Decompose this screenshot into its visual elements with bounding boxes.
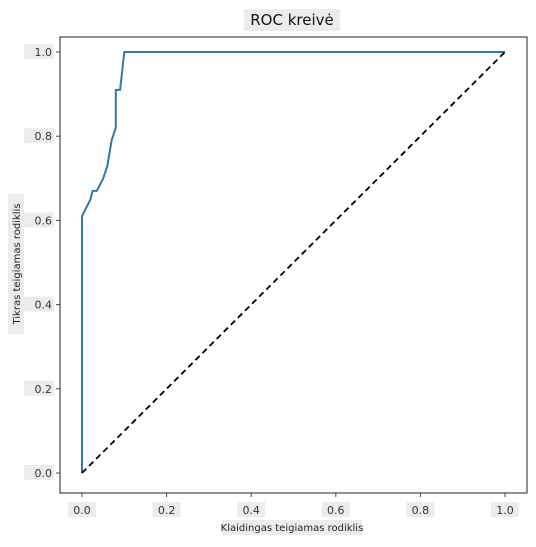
y-tick-label: 0.8 xyxy=(35,130,53,143)
y-tick-label: 0.0 xyxy=(35,467,53,480)
x-tick-label-background xyxy=(491,502,519,517)
y-tick-label-background xyxy=(24,465,54,480)
x-tick-label-background xyxy=(237,502,266,517)
y-tick-label-background xyxy=(24,128,54,144)
y-tick-label-background xyxy=(24,296,54,312)
x-tick-label: 0.2 xyxy=(158,504,176,517)
y-tick-label: 0.6 xyxy=(35,214,53,227)
y-axis-ticks: 0.0 0.2 0.4 0.6 0.8 1.0 xyxy=(24,44,60,480)
y-axis-title: Tikras teigiamas rodiklis xyxy=(12,203,23,325)
plot-area xyxy=(59,36,528,494)
roc-curve-line xyxy=(81,51,505,473)
x-tick-label-background xyxy=(406,502,435,517)
y-axis-title-background xyxy=(8,194,24,334)
y-tick-label: 1.0 xyxy=(35,46,53,59)
x-tick-label: 0.0 xyxy=(73,504,91,517)
title-background xyxy=(244,9,340,31)
chart-title: ROC kreivė xyxy=(250,11,334,29)
x-axis-title: Klaidingas teigiamas rodiklis xyxy=(221,523,364,534)
x-axis-title-background xyxy=(222,520,362,535)
x-tick-label: 1.0 xyxy=(496,504,514,517)
y-tick-label: 0.2 xyxy=(35,383,53,396)
y-tick-label-background xyxy=(24,44,54,59)
x-tick-label: 0.4 xyxy=(242,504,260,517)
x-axis-ticks: 0.0 0.2 0.4 0.6 0.8 1.0 xyxy=(68,493,519,517)
y-tick-label-background xyxy=(24,212,54,228)
x-tick-label: 0.6 xyxy=(327,504,345,517)
x-tick-label: 0.8 xyxy=(412,504,430,517)
y-tick-label-background xyxy=(24,380,54,396)
series-layer xyxy=(81,51,506,474)
x-tick-label-background xyxy=(321,502,350,517)
y-tick-label: 0.4 xyxy=(35,299,53,312)
x-tick-label-background xyxy=(152,502,181,517)
x-tick-label-background xyxy=(68,502,96,517)
